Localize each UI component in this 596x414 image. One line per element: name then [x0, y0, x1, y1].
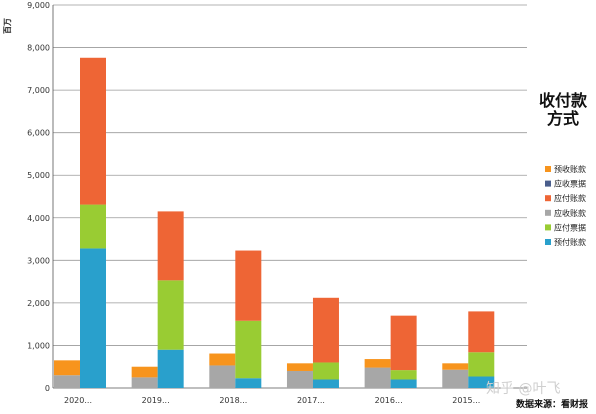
- x-tick-label: 2015...: [452, 396, 480, 405]
- bar-segment: [364, 359, 391, 368]
- watermark: 知乎 @叶飞: [486, 380, 560, 397]
- bar-segment: [157, 211, 184, 281]
- bar-segment: [286, 363, 313, 371]
- y-axis-unit-label: 百万: [3, 18, 12, 34]
- bar-segment: [54, 375, 80, 388]
- bar-segment: [390, 315, 417, 371]
- bars: [54, 57, 495, 388]
- bar-segment: [54, 360, 80, 376]
- x-tick-label: 2018...: [219, 396, 247, 405]
- bar-segment: [390, 370, 417, 380]
- y-tick-label: 5,000: [27, 171, 50, 180]
- x-tick-label: 2017...: [297, 396, 325, 405]
- bar-segment: [157, 349, 184, 388]
- x-tick-label: 2020...: [64, 396, 92, 405]
- bar-segment: [235, 320, 262, 379]
- legend-title-line-1: 收付款: [539, 91, 588, 110]
- legend-label: 应付票据: [554, 222, 586, 232]
- legend-swatch: [545, 209, 551, 216]
- bar-segment: [312, 362, 339, 380]
- bar-segment: [286, 370, 313, 388]
- bar-segment: [209, 353, 236, 366]
- y-tick-label: 3,000: [27, 256, 50, 265]
- bar-segment: [80, 57, 106, 205]
- legend-label: 预收账款: [554, 164, 586, 174]
- bar-segment: [442, 363, 469, 370]
- bar-segment: [131, 377, 158, 388]
- y-tick-label: 9,000: [27, 1, 50, 10]
- y-tick-label: 6,000: [27, 129, 50, 138]
- legend-title-line-2: 方式: [547, 109, 579, 128]
- bar-segment: [468, 352, 495, 377]
- bar-segment: [442, 369, 469, 388]
- legend-swatch: [545, 239, 551, 245]
- y-tick-label: 2,000: [27, 299, 50, 308]
- y-tick-label: 4,000: [27, 214, 50, 223]
- bar-segment: [80, 248, 106, 388]
- legend-label: 应付账款: [554, 193, 586, 203]
- y-tick-label: 1,000: [27, 341, 50, 350]
- legend-swatch: [545, 195, 551, 202]
- legend-label: 预付账款: [554, 237, 586, 247]
- bar-segment: [157, 280, 184, 350]
- y-tick-label: 7,000: [27, 86, 50, 95]
- legend-label: 应收票据: [554, 179, 586, 189]
- bar-segment: [235, 378, 262, 388]
- y-tick-label: 8,000: [27, 44, 50, 53]
- legend-label: 应收账款: [554, 208, 586, 218]
- bar-segment: [468, 311, 495, 353]
- y-axis-ticks: 0 1,000 2,000 3,000 4,000 5,000 6,000 7,000 8,00…: [27, 1, 50, 393]
- bar-segment: [390, 379, 417, 388]
- bar-segment: [209, 365, 236, 388]
- gridlines: [52, 4, 527, 389]
- x-tick-label: 2016...: [375, 396, 403, 405]
- x-axis-ticks: 2020... 2019... 2018... 2017... 2016... 2015.…: [64, 396, 480, 405]
- bar-segment: [312, 297, 339, 363]
- y-tick-label: 0: [45, 384, 50, 393]
- x-tick-label: 2019...: [142, 396, 170, 405]
- bar-segment: [131, 366, 158, 378]
- bar-segment: [80, 204, 106, 249]
- bar-segment: [235, 250, 262, 321]
- bar-segment: [312, 379, 339, 388]
- legend-swatch: [545, 180, 551, 187]
- legend-swatch: [545, 166, 551, 172]
- bar-segment: [468, 376, 495, 388]
- source-note: 数据来源：看财报: [516, 398, 588, 410]
- legend-swatch: [545, 224, 551, 231]
- bar-segment: [364, 367, 391, 388]
